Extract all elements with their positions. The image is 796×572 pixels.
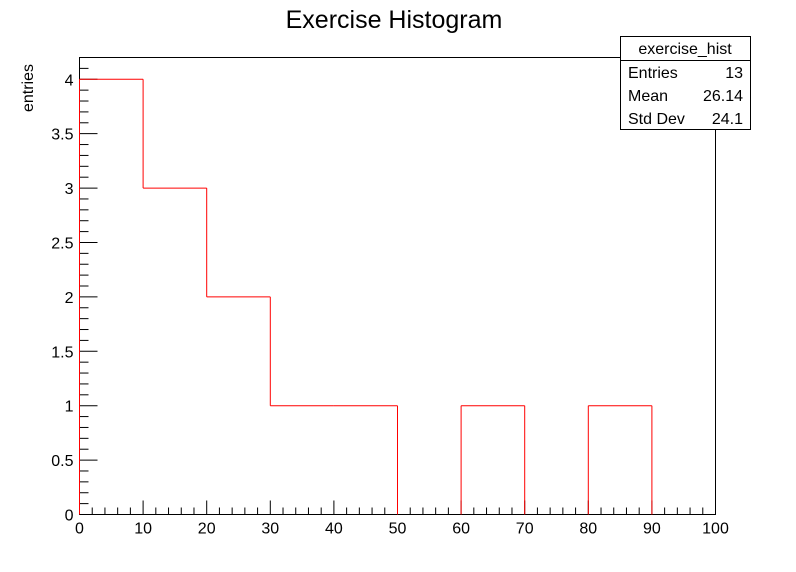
x-tick-label: 100 <box>702 521 729 538</box>
x-tick-label: 20 <box>198 521 216 538</box>
axis-tick-labels: 0 10 20 30 40 50 60 70 80 90 100 0 0.5 1 1.5 2 2.5 3 3.5 4 <box>51 72 729 537</box>
y-tick-label: 3.5 <box>51 127 73 144</box>
y-tick-label: 3 <box>65 181 74 198</box>
stats-box-frame <box>620 36 751 130</box>
stats-entries-label: Entries <box>628 65 678 82</box>
y-tick-label: 0 <box>65 508 74 525</box>
chart-title: Exercise Histogram <box>286 6 503 34</box>
y-tick-label: 2 <box>65 290 74 307</box>
x-tick-label: 10 <box>134 521 152 538</box>
stats-stddev-value: 24.1 <box>712 111 743 128</box>
stats-box-name: exercise_hist <box>638 41 732 58</box>
stats-mean-value: 26.14 <box>703 88 743 105</box>
x-tick-label: 60 <box>452 521 470 538</box>
stats-box: exercise_hist Entries 13 Mean 26.14 Std … <box>620 36 751 130</box>
y-tick-label: 4 <box>65 72 74 89</box>
axis-ticks <box>79 57 716 515</box>
y-tick-label: 1.5 <box>51 344 73 361</box>
stats-mean-label: Mean <box>628 88 668 105</box>
x-tick-label: 80 <box>579 521 597 538</box>
y-tick-label: 2.5 <box>51 235 73 252</box>
x-tick-label: 50 <box>389 521 407 538</box>
y-axis-label: entries <box>20 64 37 112</box>
y-tick-label: 0.5 <box>51 453 73 470</box>
y-tick-label: 1 <box>65 399 74 416</box>
x-tick-label: 90 <box>643 521 661 538</box>
x-tick-label: 30 <box>261 521 279 538</box>
histogram-bins <box>79 78 653 515</box>
x-tick-label: 40 <box>325 521 343 538</box>
stats-entries-value: 13 <box>725 65 743 82</box>
stats-stddev-label: Std Dev <box>628 111 685 128</box>
x-tick-label: 70 <box>516 521 534 538</box>
x-tick-label: 0 <box>75 521 84 538</box>
